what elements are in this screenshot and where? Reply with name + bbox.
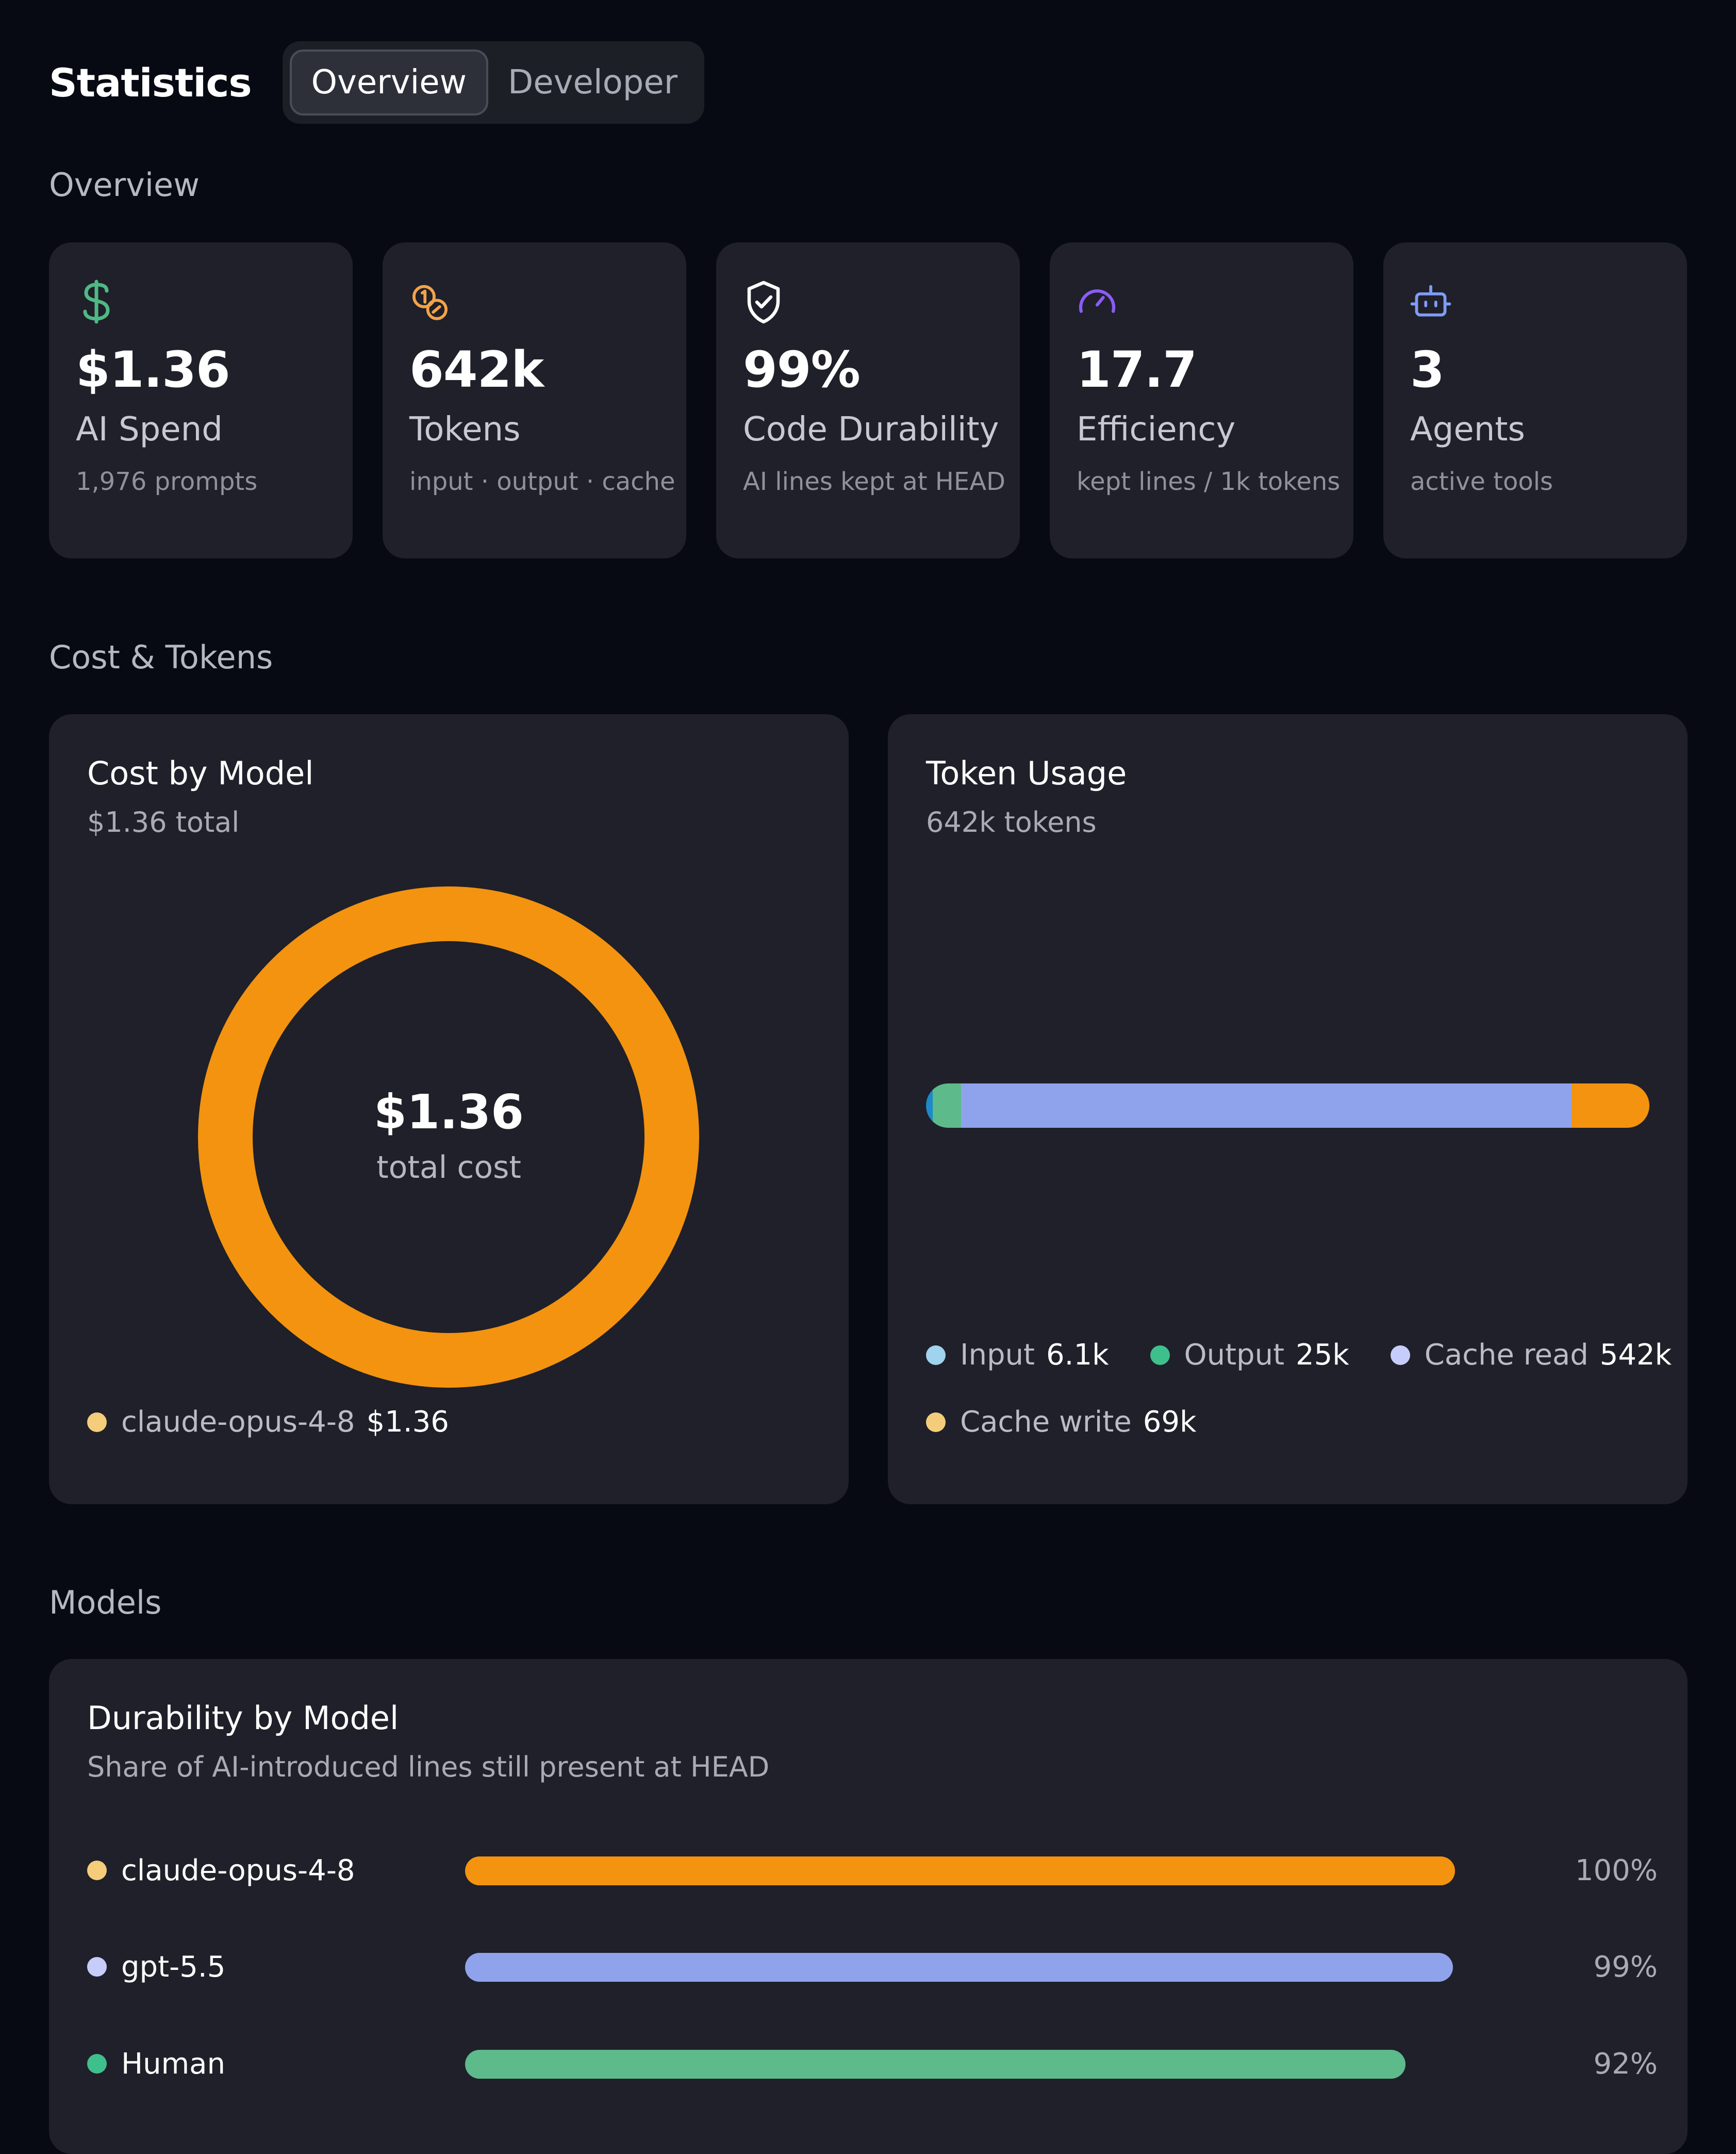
legend-value: $1.36: [366, 1405, 449, 1439]
section-models-label: Models: [49, 1584, 162, 1621]
stat-sub: kept lines / 1k tokens: [1077, 467, 1341, 496]
durability-model: Human: [87, 2041, 225, 2087]
stat-card-ai-spend: $1.36 AI Spend 1,976 prompts: [49, 242, 353, 558]
legend-dot: [1390, 1345, 1410, 1365]
robot-icon: [1410, 285, 1451, 317]
token-legend-row-1: Input 6.1k Output 25k Cache read 542k: [926, 1338, 1672, 1372]
stat-label: AI Spend: [76, 410, 223, 449]
stat-value: 642k: [409, 341, 544, 399]
stat-value: $1.36: [76, 341, 230, 399]
cost-legend-item: claude-opus-4-8 $1.36: [87, 1405, 449, 1439]
legend-name: Output: [1184, 1338, 1285, 1372]
token-bar-segment-cache-write: [1572, 1083, 1649, 1128]
panel-title: Token Usage: [926, 754, 1127, 792]
durability-model: gpt-5.5: [87, 1944, 225, 1990]
legend-dot: [926, 1345, 946, 1365]
donut-center-value: $1.36: [373, 1084, 524, 1140]
legend-value: 542k: [1599, 1338, 1672, 1372]
legend-dot: [87, 1861, 107, 1880]
gauge-icon: [1079, 289, 1116, 313]
stat-card-agents: 3 Agents active tools: [1383, 242, 1687, 558]
legend-dot: [87, 1957, 107, 1977]
durability-model-name: Human: [121, 2047, 225, 2081]
stat-card-tokens: 642k Tokens input · output · cache: [383, 242, 686, 558]
token-bar-segment-output: [933, 1083, 961, 1128]
panel-subtitle: $1.36 total: [87, 806, 240, 838]
legend-name: Cache read: [1424, 1338, 1589, 1372]
panel-title: Cost by Model: [87, 754, 314, 792]
donut-slice-claude-opus-4-8: [198, 886, 699, 1388]
donut-center-label: total cost: [376, 1149, 521, 1186]
durability-bar-track: [465, 1953, 1455, 1982]
durability-percent: 99%: [1593, 1950, 1658, 1984]
legend-value: 6.1k: [1046, 1338, 1109, 1372]
stat-sub: AI lines kept at HEAD: [743, 467, 1006, 496]
durability-row: Human 92%: [87, 2041, 1658, 2087]
stat-card-efficiency: 17.7 Efficiency kept lines / 1k tokens: [1050, 242, 1353, 558]
durability-bar: [465, 1953, 1453, 1982]
legend-dot: [926, 1412, 946, 1432]
section-overview-label: Overview: [49, 166, 200, 204]
cost-donut-chart: [198, 886, 699, 1388]
legend-dot: [87, 2054, 107, 2074]
stat-label: Code Durability: [743, 410, 999, 449]
stat-value: 99%: [743, 341, 861, 399]
stat-sub: active tools: [1410, 467, 1553, 496]
tab-developer[interactable]: Developer: [507, 63, 678, 102]
stat-card-code-durability: 99% Code Durability AI lines kept at HEA…: [716, 242, 1020, 558]
legend-name: Input: [960, 1338, 1035, 1372]
coins-icon: [412, 285, 448, 320]
stat-sub: 1,976 prompts: [76, 467, 258, 496]
durability-bar-track: [465, 2050, 1455, 2079]
durability-bar-track: [465, 1856, 1455, 1885]
durability-bar: [465, 2050, 1406, 2079]
durability-by-model-panel: Durability by Model Share of AI-introduc…: [49, 1659, 1688, 2154]
stat-sub: input · output · cache: [409, 467, 675, 496]
legend-dot: [1150, 1345, 1170, 1365]
section-cost-tokens-label: Cost & Tokens: [49, 638, 273, 676]
cost-by-model-panel: Cost by Model $1.36 total $1.36 total co…: [49, 714, 849, 1504]
legend-value: 25k: [1296, 1338, 1349, 1372]
panel-title: Durability by Model: [87, 1699, 399, 1737]
legend-name: claude-opus-4-8: [121, 1405, 355, 1439]
token-stacked-bar: [926, 1083, 1649, 1128]
durability-bar: [465, 1856, 1455, 1885]
stat-value: 17.7: [1077, 341, 1197, 399]
token-usage-panel: Token Usage 642k tokens Input 6.1k Outpu…: [888, 714, 1688, 1504]
legend-name: Cache write: [960, 1405, 1132, 1439]
stat-label: Efficiency: [1077, 410, 1236, 449]
token-bar-segment-cache-read: [961, 1083, 1572, 1128]
tab-switcher: Overview Developer: [282, 41, 705, 124]
stat-cards: $1.36 AI Spend 1,976 prompts 642k Tokens…: [49, 242, 1687, 558]
durability-model-name: gpt-5.5: [121, 1950, 226, 1984]
shield-check-icon: [747, 281, 780, 324]
durability-model: claude-opus-4-8: [87, 1847, 355, 1894]
token-legend-row-2: Cache write 69k: [926, 1405, 1196, 1439]
durability-row: gpt-5.5 99%: [87, 1944, 1658, 1990]
stat-label: Agents: [1410, 410, 1525, 449]
stat-label: Tokens: [409, 410, 521, 449]
durability-row: claude-opus-4-8 100%: [87, 1847, 1658, 1894]
stat-value: 3: [1410, 341, 1445, 399]
page-title: Statistics: [49, 59, 252, 106]
token-bar-segment-input: [926, 1083, 933, 1128]
legend-value: 69k: [1143, 1405, 1197, 1439]
tab-overview[interactable]: Overview: [289, 50, 488, 116]
legend-dot: [87, 1412, 107, 1432]
header: Statistics Overview Developer: [49, 41, 705, 124]
durability-model-name: claude-opus-4-8: [121, 1853, 355, 1887]
dollar-icon: [83, 279, 110, 324]
durability-percent: 92%: [1593, 2047, 1658, 2081]
panel-subtitle: 642k tokens: [926, 806, 1097, 838]
durability-percent: 100%: [1575, 1853, 1658, 1887]
panel-subtitle: Share of AI-introduced lines still prese…: [87, 1751, 770, 1783]
